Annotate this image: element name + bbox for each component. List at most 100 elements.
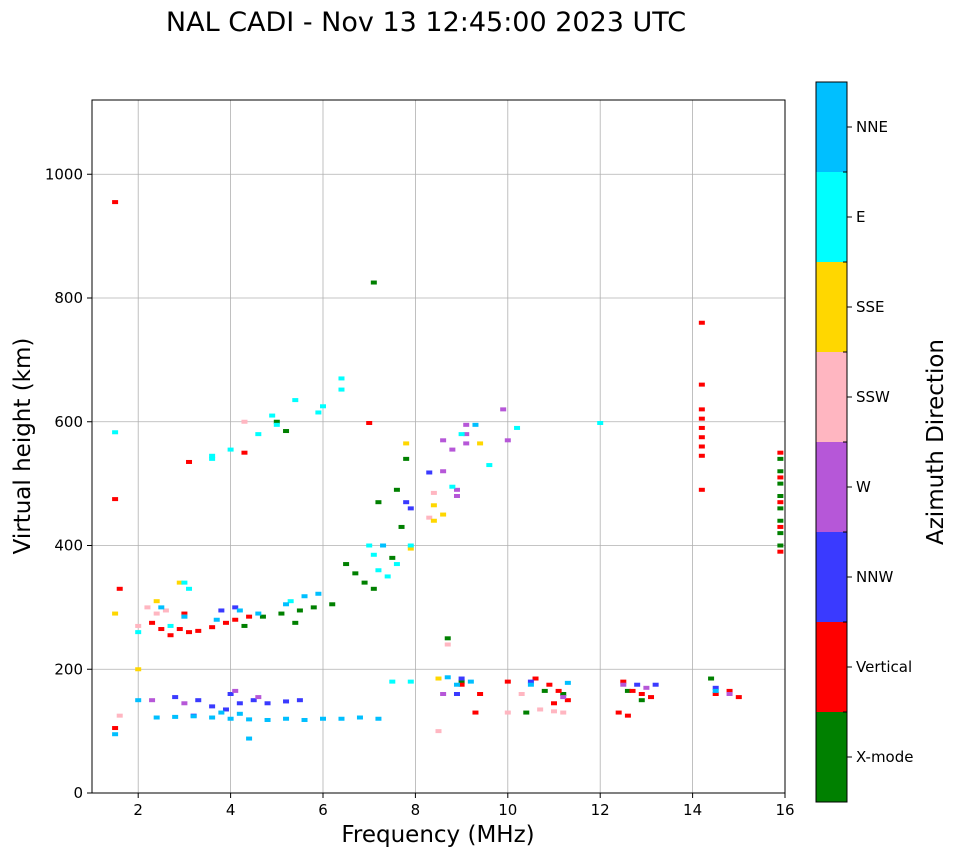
data-point — [135, 630, 142, 635]
data-point — [430, 503, 437, 508]
y-tick-label: 200 — [54, 660, 83, 678]
data-point — [426, 515, 433, 520]
data-point — [444, 636, 451, 641]
data-point — [634, 682, 641, 687]
series-w — [149, 407, 733, 706]
data-point — [320, 716, 326, 721]
data-point — [643, 685, 650, 690]
data-point — [246, 717, 253, 722]
data-point — [186, 586, 193, 591]
data-point — [620, 682, 627, 687]
azimuth-colorbar: X-mode Vertical NNW W SSW SSE E NNE — [815, 81, 913, 803]
colorbar-segment — [816, 262, 847, 352]
data-point — [167, 623, 174, 628]
data-point — [153, 715, 160, 720]
data-point — [435, 676, 442, 681]
data-point — [430, 518, 437, 523]
data-point — [301, 594, 308, 599]
data-point — [292, 398, 299, 403]
data-point — [440, 692, 447, 696]
data-point — [181, 611, 188, 616]
data-point — [444, 642, 451, 647]
data-point — [135, 698, 142, 703]
data-point — [430, 490, 437, 495]
data-point — [777, 500, 784, 505]
data-point — [500, 407, 507, 412]
data-point — [172, 714, 179, 719]
data-point — [195, 628, 202, 633]
y-tick-label: 800 — [54, 289, 83, 307]
data-point — [777, 494, 784, 498]
data-point — [407, 546, 414, 551]
data-point — [777, 469, 784, 474]
data-point — [560, 695, 567, 700]
data-point — [158, 605, 165, 610]
data-point — [453, 487, 460, 492]
data-point — [227, 692, 234, 696]
data-point — [440, 438, 447, 443]
data-point — [250, 698, 257, 703]
x-tick-label: 8 — [411, 801, 421, 819]
data-point — [403, 500, 410, 505]
data-point — [241, 419, 248, 424]
data-point — [135, 623, 142, 628]
data-point — [712, 685, 719, 690]
colorbar-label: Azimuth Direction — [923, 339, 949, 545]
data-point — [366, 543, 373, 548]
data-point — [398, 524, 405, 529]
data-point — [259, 614, 266, 619]
data-point — [209, 704, 216, 709]
data-point — [222, 707, 229, 712]
data-point — [116, 713, 123, 718]
data-point — [726, 688, 733, 693]
data-point — [176, 580, 183, 585]
data-point — [380, 543, 387, 548]
data-point — [209, 715, 216, 720]
data-point — [338, 716, 345, 721]
colorbar-tick-label: X-mode — [856, 748, 913, 766]
data-point — [638, 698, 645, 703]
data-point — [629, 688, 636, 693]
data-point — [458, 682, 465, 687]
y-tick-label: 0 — [73, 784, 83, 802]
data-point — [449, 447, 456, 452]
data-point — [440, 512, 447, 517]
data-point — [278, 611, 285, 616]
data-point — [153, 599, 160, 604]
data-point — [241, 623, 248, 628]
data-point — [269, 413, 276, 418]
data-point — [255, 432, 262, 437]
data-point — [486, 463, 493, 468]
chart-title: NAL CADI - Nov 13 12:45:00 2023 UTC — [166, 7, 686, 38]
series-nne — [112, 422, 719, 741]
data-point — [648, 695, 655, 700]
y-axis-label: Virtual height (km) — [10, 338, 36, 555]
data-point — [527, 679, 534, 684]
data-point — [777, 543, 784, 548]
data-point — [523, 710, 530, 715]
data-point — [218, 608, 225, 613]
data-point — [287, 599, 294, 604]
data-point — [181, 701, 188, 706]
data-point — [236, 711, 243, 716]
data-point — [116, 586, 123, 591]
data-point — [463, 422, 470, 427]
data-point — [315, 591, 322, 596]
data-point — [698, 453, 705, 458]
data-point — [652, 682, 659, 687]
data-point — [209, 453, 216, 458]
data-point — [264, 701, 271, 706]
data-point — [366, 420, 373, 425]
data-point — [172, 695, 179, 700]
data-point — [560, 692, 567, 696]
data-point — [112, 611, 119, 616]
data-point — [444, 675, 451, 680]
data-point — [712, 688, 719, 693]
series-x-mode — [241, 280, 784, 715]
x-axis-label: Frequency (MHz) — [341, 822, 534, 848]
data-point — [236, 608, 243, 613]
data-point — [329, 602, 336, 607]
data-point — [283, 699, 290, 704]
data-point — [564, 698, 571, 703]
data-point — [777, 549, 784, 554]
